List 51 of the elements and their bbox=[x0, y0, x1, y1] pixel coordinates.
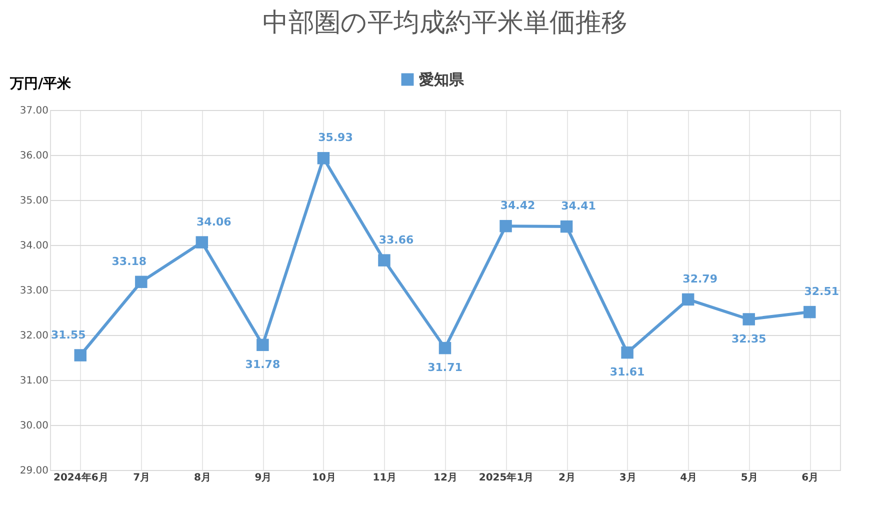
x-tick-label: 2025年1月 bbox=[478, 472, 534, 484]
point bbox=[742, 313, 755, 326]
point bbox=[74, 349, 87, 362]
data-label: 33.18 bbox=[112, 254, 147, 268]
data-label: 33.66 bbox=[378, 233, 414, 246]
data-label: 32.35 bbox=[731, 332, 766, 346]
data-label: 34.42 bbox=[500, 199, 536, 212]
legend-label: 愛知県 bbox=[419, 70, 465, 88]
point bbox=[560, 220, 573, 233]
data-label: 31.61 bbox=[610, 366, 645, 379]
data-label: 31.78 bbox=[245, 358, 280, 371]
y-tick-label: 29.00 bbox=[20, 466, 48, 476]
y-tick-label: 37.00 bbox=[20, 106, 48, 116]
x-tick-label: 4月 bbox=[680, 472, 698, 484]
x-tick-label: 9月 bbox=[254, 472, 272, 484]
point bbox=[621, 346, 634, 359]
chart-title: 中部圏の平均成約平米単価推移 bbox=[262, 8, 628, 38]
data-label: 32.51 bbox=[804, 285, 840, 298]
point bbox=[438, 342, 452, 354]
x-tick-label: 6月 bbox=[802, 472, 819, 484]
y-axis-title: 万円/平米 bbox=[9, 76, 72, 92]
y-tick-label: 30.00 bbox=[20, 420, 48, 432]
x-tick-label: 3月 bbox=[619, 472, 636, 484]
point bbox=[378, 254, 390, 266]
point bbox=[803, 306, 816, 318]
point bbox=[682, 293, 694, 306]
x-tick-label: 2024年6月 bbox=[53, 472, 108, 484]
y-tick-label: 34.00 bbox=[20, 240, 48, 252]
x-tick-label: 11月 bbox=[372, 472, 397, 484]
data-label: 34.06 bbox=[196, 215, 232, 228]
data-label: 35.93 bbox=[318, 131, 353, 144]
point bbox=[256, 338, 269, 352]
x-tick-label: 5月 bbox=[740, 472, 758, 484]
y-tick-label: 31.00 bbox=[20, 376, 48, 386]
x-tick-label: 7月 bbox=[133, 472, 150, 484]
point bbox=[317, 152, 330, 164]
point bbox=[500, 220, 512, 232]
point bbox=[196, 236, 208, 248]
data-label: 31.55 bbox=[50, 328, 86, 342]
data-label: 31.71 bbox=[428, 361, 462, 374]
x-tick-label: 8月 bbox=[194, 472, 211, 484]
x-tick-label: 10月 bbox=[312, 472, 336, 484]
y-tick-label: 33.00 bbox=[20, 286, 48, 296]
y-tick-label: 36.00 bbox=[20, 150, 48, 162]
y-tick-label: 35.00 bbox=[20, 196, 48, 206]
x-tick-label: 2月 bbox=[558, 472, 576, 484]
point bbox=[135, 276, 148, 288]
y-tick-label: 32.00 bbox=[20, 330, 48, 342]
data-label: 34.41 bbox=[561, 200, 596, 213]
x-tick-label: 12月 bbox=[434, 472, 458, 484]
data-label: 32.79 bbox=[682, 272, 718, 286]
